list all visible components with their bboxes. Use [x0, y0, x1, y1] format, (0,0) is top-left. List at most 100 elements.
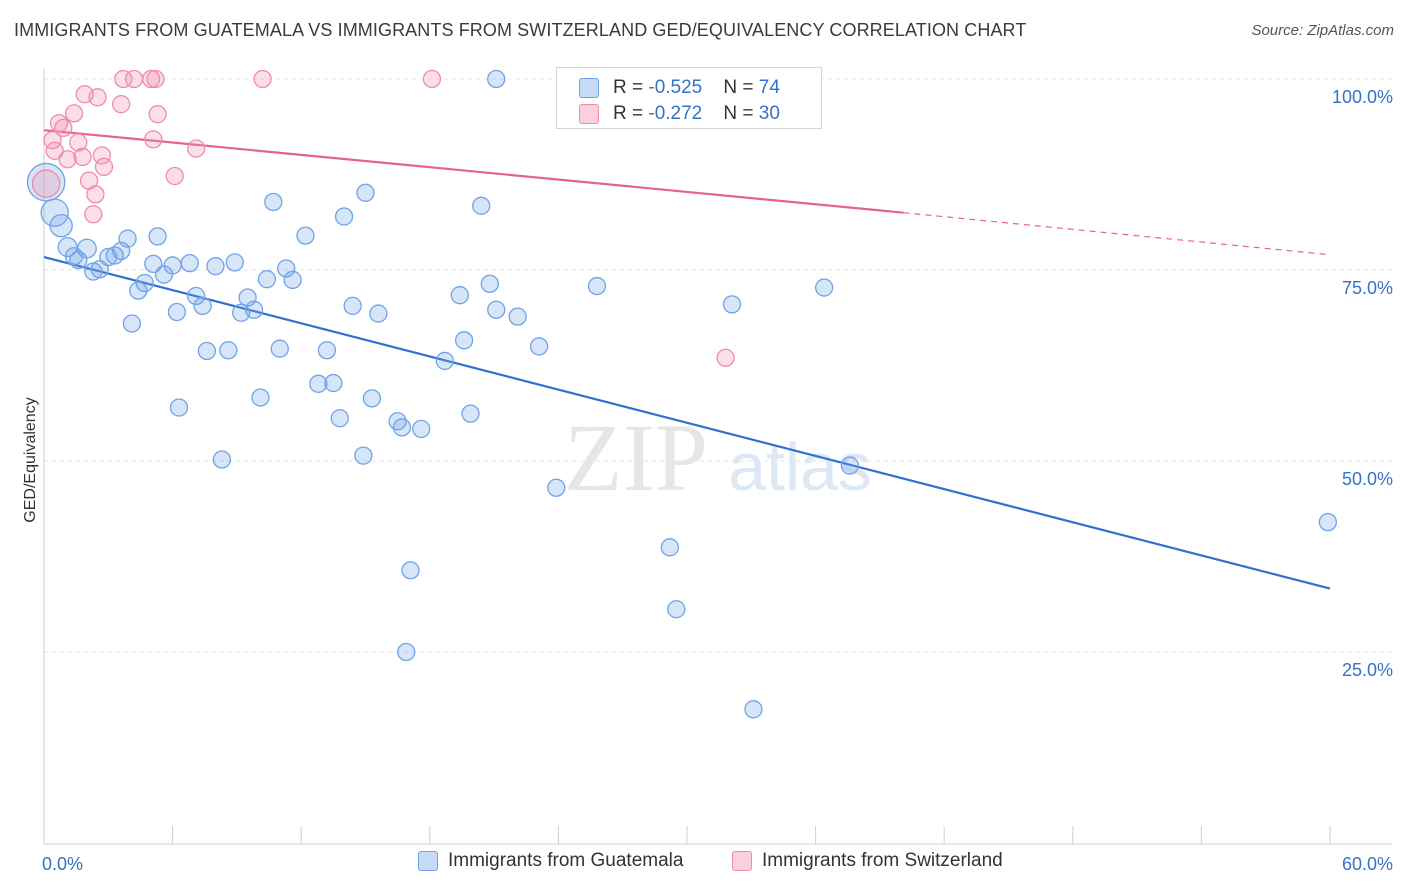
point-guatemala	[225, 253, 244, 272]
stats-swatch-guatemala	[579, 78, 599, 98]
point-switzerland	[88, 88, 107, 107]
point-guatemala	[26, 162, 66, 202]
point-guatemala	[362, 389, 382, 408]
n-value: 30	[758, 103, 780, 124]
point-guatemala	[309, 374, 328, 393]
point-guatemala	[487, 300, 506, 319]
point-guatemala	[450, 286, 469, 305]
point-guatemala	[193, 296, 212, 316]
watermark-zip: ZIP	[564, 404, 708, 511]
x-tick-label: 0.0%	[42, 854, 83, 874]
point-switzerland	[716, 348, 735, 368]
x-tick-label: 60.0%	[1342, 854, 1393, 874]
point-guatemala	[317, 341, 337, 360]
point-guatemala	[49, 213, 73, 238]
n-label: N =	[723, 103, 759, 124]
point-guatemala	[251, 388, 270, 407]
legend-swatch-switzerland	[732, 851, 752, 871]
chart-title: IMMIGRANTS FROM GUATEMALA VS IMMIGRANTS …	[14, 20, 1027, 40]
point-guatemala	[435, 351, 454, 371]
legend-swatch-guatemala	[418, 851, 438, 871]
point-guatemala	[163, 256, 182, 275]
point-guatemala	[840, 456, 860, 475]
point-switzerland	[422, 69, 442, 89]
point-switzerland	[86, 185, 105, 204]
point-guatemala	[257, 270, 277, 289]
point-guatemala	[722, 295, 742, 314]
point-guatemala	[354, 446, 373, 465]
point-guatemala	[206, 257, 225, 276]
trend-line-guatemala	[43, 255, 1331, 590]
point-guatemala	[324, 373, 343, 393]
point-guatemala	[461, 404, 480, 423]
point-guatemala	[412, 419, 431, 439]
point-switzerland	[142, 69, 161, 89]
point-guatemala	[118, 229, 137, 248]
point-guatemala	[270, 339, 289, 358]
point-guatemala	[40, 198, 69, 227]
y-tick-label: 25.0%	[1342, 660, 1393, 680]
r-value: -0.525	[648, 77, 703, 98]
point-guatemala	[1318, 512, 1338, 532]
point-guatemala	[334, 207, 354, 226]
point-guatemala	[197, 341, 217, 361]
point-switzerland	[148, 104, 167, 124]
trend-line-switzerland	[43, 129, 904, 214]
point-switzerland	[94, 157, 114, 177]
trend-lines	[43, 129, 1331, 590]
legend-item-guatemala[interactable]: Immigrants from Guatemala	[418, 850, 683, 872]
point-switzerland	[124, 69, 144, 89]
stats-box: R = -0.525 N = 74 R = -0.272 N = 30	[556, 67, 822, 129]
y-axis-label: GED/Equivalency	[22, 397, 39, 522]
point-switzerland	[84, 205, 103, 224]
point-guatemala	[169, 398, 189, 417]
point-guatemala	[277, 259, 296, 278]
legend-label: Immigrants from Guatemala	[448, 850, 684, 871]
point-guatemala	[401, 561, 420, 580]
legend-item-switzerland[interactable]: Immigrants from Switzerland	[732, 850, 1003, 872]
point-guatemala	[508, 307, 527, 326]
y-tick-label: 75.0%	[1342, 278, 1393, 298]
point-guatemala	[212, 450, 232, 469]
point-switzerland	[31, 169, 61, 198]
r-label: R =	[613, 77, 649, 98]
point-switzerland	[73, 147, 92, 167]
point-switzerland	[92, 146, 112, 165]
point-guatemala	[356, 183, 375, 202]
source-label: Source: ZipAtlas.com	[1251, 22, 1394, 39]
point-guatemala	[660, 538, 680, 557]
point-guatemala	[283, 270, 302, 290]
point-switzerland	[165, 166, 184, 186]
point-guatemala	[264, 192, 283, 212]
point-switzerland	[187, 139, 206, 158]
trend-line-switzerland-extension	[903, 212, 1331, 256]
point-switzerland	[114, 69, 133, 89]
point-guatemala	[547, 478, 566, 497]
point-switzerland	[54, 118, 73, 138]
point-switzerland	[112, 95, 131, 114]
y-tick-label: 100.0%	[1332, 87, 1393, 107]
axes	[43, 68, 1392, 845]
y-tick-label: 50.0%	[1342, 469, 1393, 489]
legend-label: Immigrants from Switzerland	[762, 850, 1003, 871]
watermark: ZIP atlas	[564, 404, 872, 511]
point-guatemala	[343, 296, 362, 316]
point-switzerland	[58, 150, 77, 169]
point-guatemala	[587, 276, 607, 296]
point-guatemala	[815, 278, 834, 297]
point-guatemala	[480, 274, 499, 293]
point-guatemala	[57, 237, 78, 258]
point-guatemala	[148, 227, 167, 246]
point-guatemala	[472, 196, 491, 215]
legend: Immigrants from Guatemala Immigrants fro…	[0, 850, 1406, 880]
r-value: -0.272	[648, 103, 703, 124]
point-guatemala	[296, 226, 315, 245]
point-switzerland	[64, 104, 84, 123]
point-guatemala	[180, 253, 199, 273]
point-guatemala	[244, 300, 264, 319]
point-switzerland	[45, 141, 64, 160]
point-guatemala	[667, 600, 686, 619]
point-guatemala	[397, 642, 416, 662]
point-guatemala	[744, 700, 763, 719]
